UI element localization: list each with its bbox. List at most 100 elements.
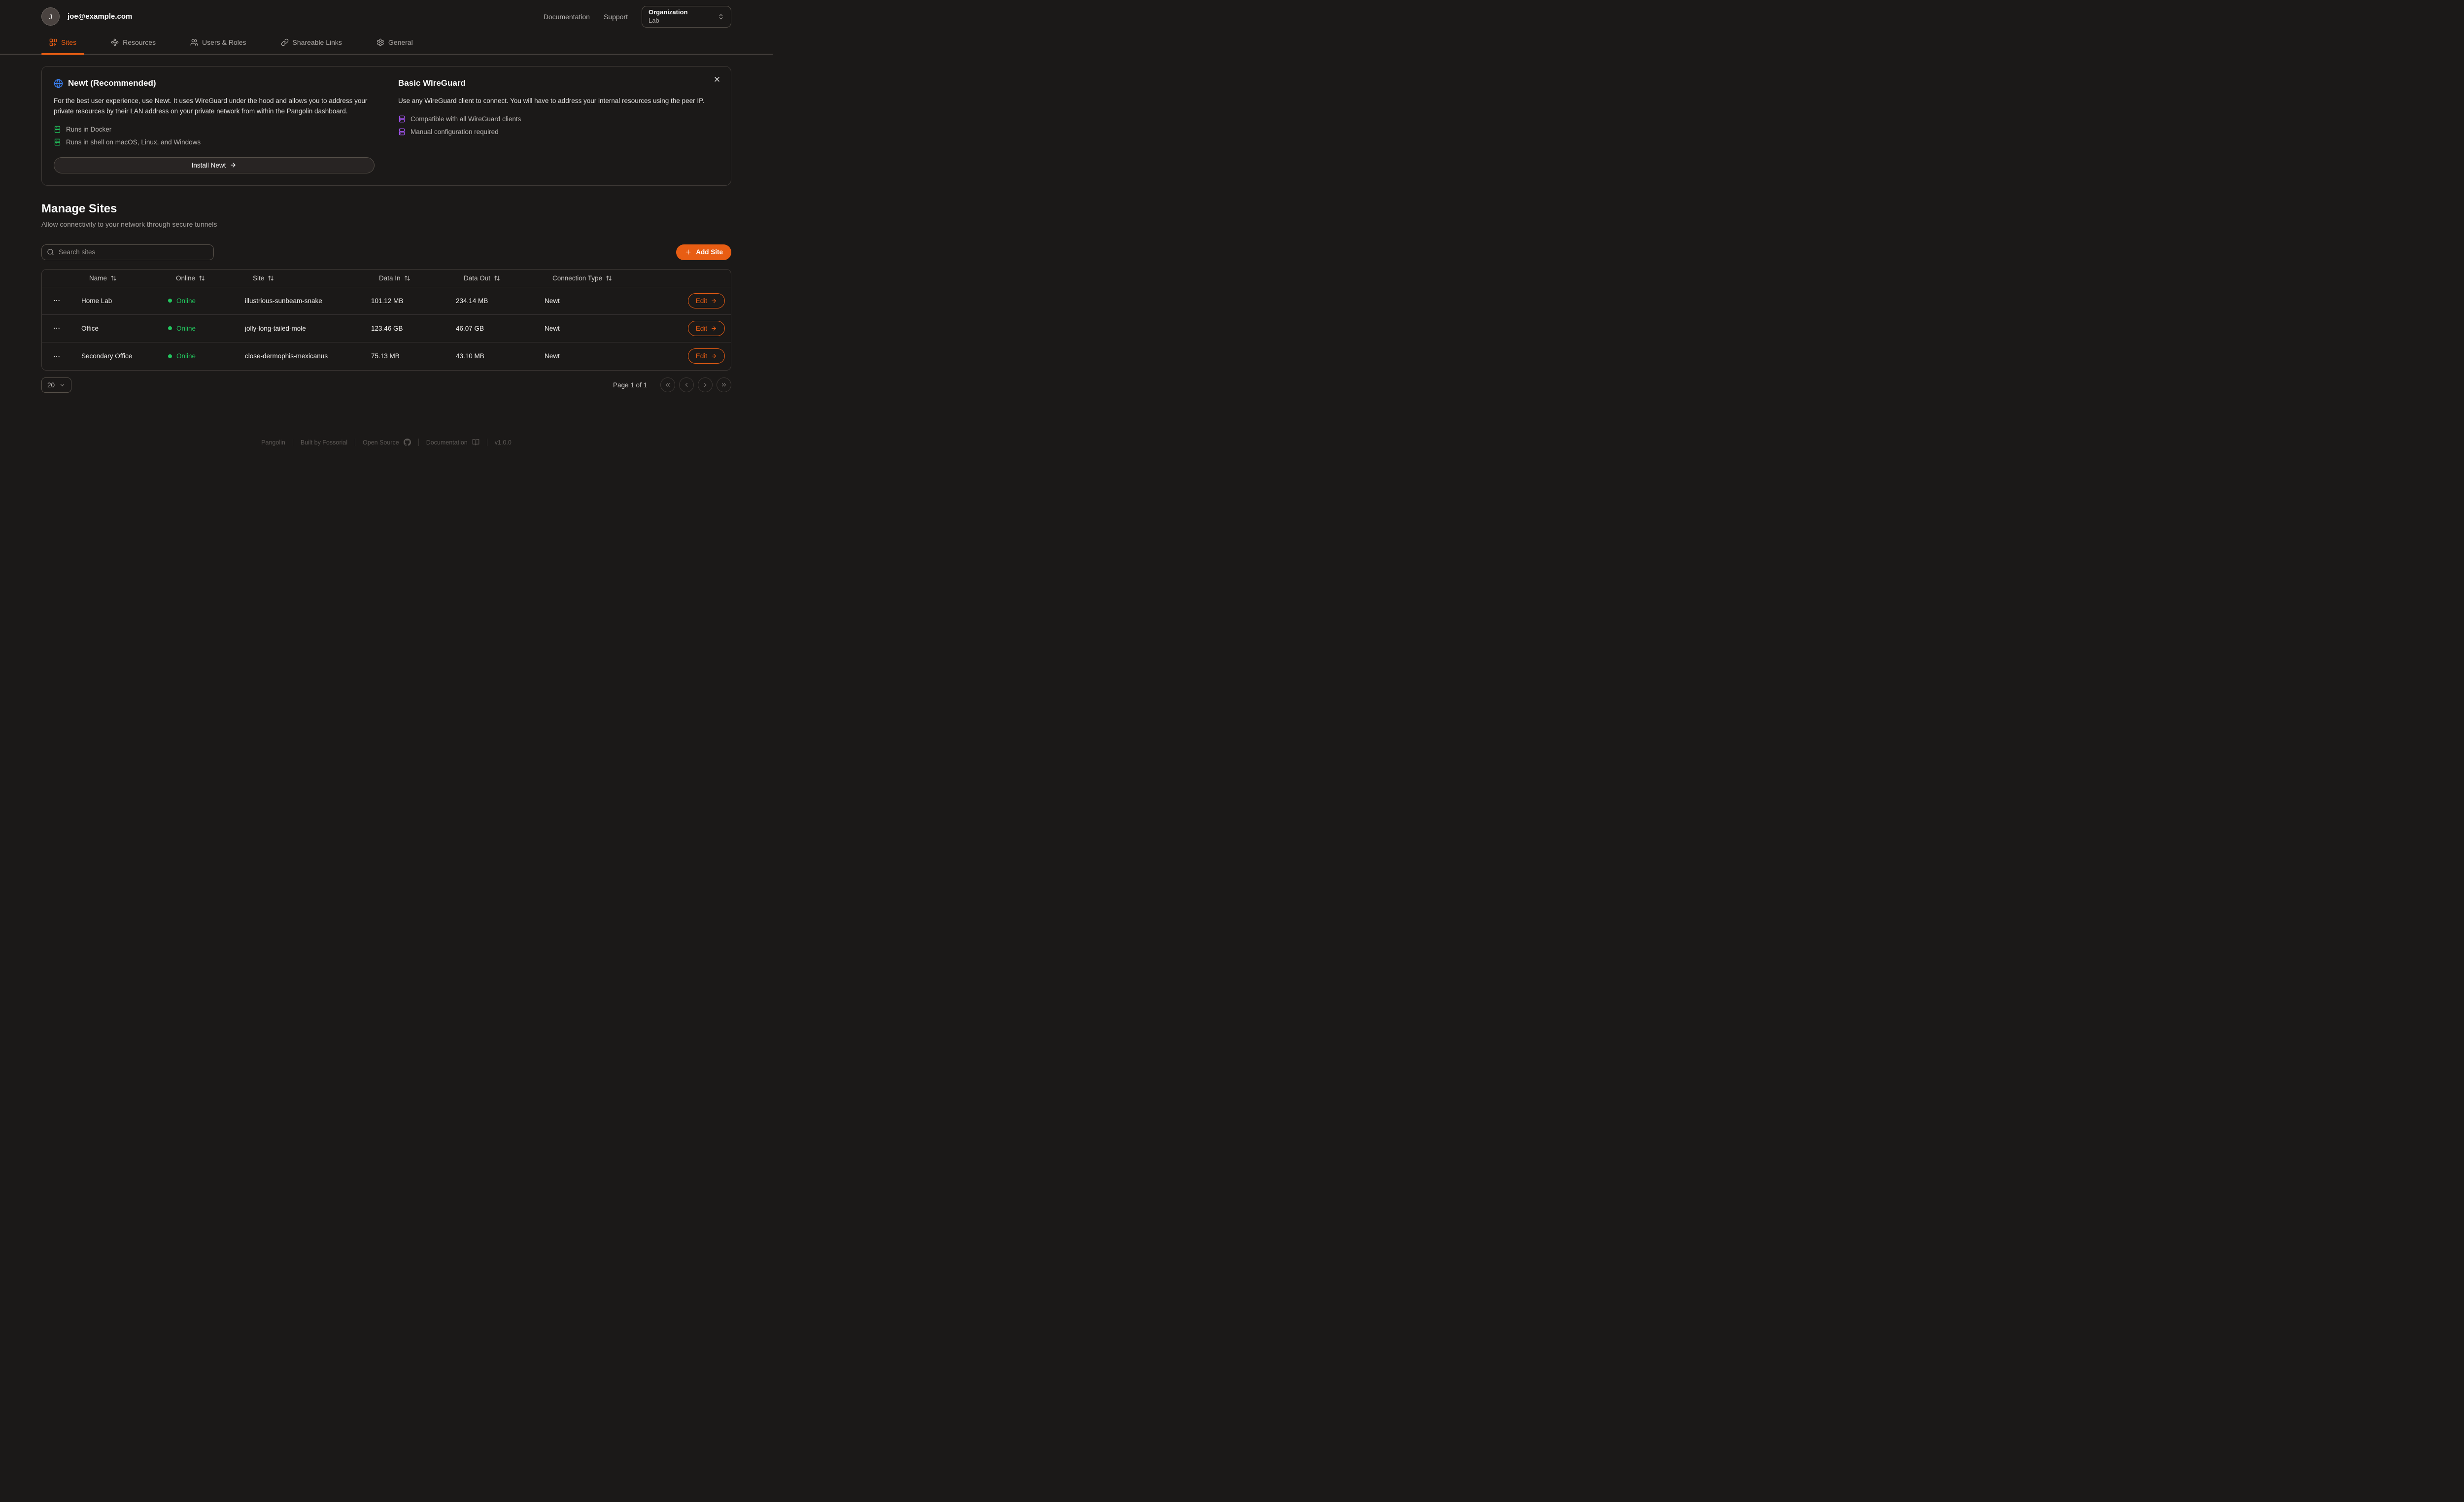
previous-page-button[interactable] — [679, 377, 694, 393]
tab-label: General — [388, 38, 413, 46]
table-row: Home Lab Online illustrious-sunbeam-snak… — [42, 287, 731, 315]
sort-header-connection-type[interactable]: Connection Type — [537, 274, 672, 282]
sort-header-data-in[interactable]: Data In — [363, 274, 448, 282]
globe-icon — [54, 79, 63, 88]
site-name: Home Lab — [81, 297, 112, 305]
search-icon — [47, 248, 54, 256]
github-icon — [403, 439, 411, 446]
arrow-right-icon — [711, 353, 717, 359]
table-row: Office Online jolly-long-tailed-mole 123… — [42, 315, 731, 342]
online-dot-icon — [168, 354, 172, 358]
sort-header-data-out[interactable]: Data Out — [448, 274, 537, 282]
tab-sites[interactable]: Sites — [41, 32, 85, 55]
data-out: 43.10 MB — [456, 352, 484, 360]
footer-version: v1.0.0 — [494, 439, 512, 446]
row-menu-button[interactable] — [52, 295, 62, 307]
page-title: Manage Sites — [41, 202, 117, 215]
avatar-initial: J — [49, 12, 52, 21]
tab-general[interactable]: General — [369, 32, 421, 55]
site-name: Secondary Office — [81, 352, 133, 360]
tab-label: Sites — [61, 38, 77, 46]
tab-shareable-links[interactable]: Shareable Links — [273, 32, 350, 55]
sort-icon — [494, 275, 500, 281]
organization-value: Lab — [649, 16, 659, 24]
add-site-button[interactable]: Add Site — [676, 244, 731, 260]
search-box — [41, 244, 214, 260]
online-dot-icon — [168, 326, 172, 331]
link-icon — [281, 38, 289, 46]
row-menu-button[interactable] — [52, 350, 62, 362]
footer-built-by[interactable]: Built by Fossorial — [300, 439, 348, 446]
organization-label: Organization — [649, 8, 688, 16]
data-out: 46.07 GB — [456, 324, 484, 332]
site-slug: illustrious-sunbeam-snake — [245, 297, 322, 305]
chevrons-left-icon — [664, 381, 671, 388]
sort-icon — [606, 275, 612, 281]
status-badge: Online — [168, 325, 237, 332]
tab-users-roles[interactable]: Users & Roles — [182, 32, 254, 55]
newt-title: Newt (Recommended) — [68, 78, 156, 88]
tab-bar: Sites Resources Users & Roles Shareable … — [0, 32, 773, 55]
chevrons-up-down-icon — [718, 13, 724, 20]
status-badge: Online — [168, 297, 237, 305]
server-icon — [398, 128, 406, 136]
sort-icon — [110, 275, 117, 281]
sites-icon — [49, 38, 57, 46]
chevrons-right-icon — [720, 381, 727, 388]
tab-bar-divider — [0, 54, 773, 55]
newt-section: Newt (Recommended) For the best user exp… — [54, 78, 375, 173]
footer-brand[interactable]: Pangolin — [261, 439, 285, 446]
sort-header-name[interactable]: Name — [73, 274, 160, 282]
edit-site-button[interactable]: Edit — [687, 348, 725, 364]
search-input[interactable] — [41, 244, 214, 260]
next-page-button[interactable] — [698, 377, 713, 393]
data-in: 75.13 MB — [371, 352, 400, 360]
top-bar: J joe@example.com Documentation Support … — [41, 0, 731, 28]
chevron-right-icon — [702, 381, 709, 388]
close-card-button[interactable] — [711, 73, 723, 85]
site-name: Office — [81, 324, 99, 332]
footer: Pangolin Built by Fossorial Open Source … — [0, 439, 773, 446]
arrow-right-icon — [230, 162, 237, 169]
organization-picker[interactable]: Organization Lab — [642, 5, 731, 28]
avatar[interactable]: J — [41, 7, 60, 26]
tab-label: Shareable Links — [292, 38, 342, 46]
tab-label: Users & Roles — [202, 38, 246, 46]
page-subtitle: Allow connectivity to your network throu… — [41, 220, 217, 228]
data-out: 234.14 MB — [456, 297, 488, 305]
sort-icon — [199, 275, 205, 281]
sort-icon — [404, 275, 411, 281]
footer-documentation[interactable]: Documentation — [426, 439, 479, 446]
users-icon — [190, 38, 198, 46]
ellipsis-icon — [53, 352, 61, 360]
table-row: Secondary Office Online close-dermophis-… — [42, 342, 731, 370]
table-header-row: Name Online Site Data In Data Out Connec… — [42, 270, 731, 287]
last-page-button[interactable] — [717, 377, 731, 393]
install-newt-button[interactable]: Install Newt — [54, 157, 375, 173]
edit-site-button[interactable]: Edit — [687, 320, 725, 336]
support-link[interactable]: Support — [603, 12, 628, 21]
ellipsis-icon — [53, 324, 61, 332]
data-in: 101.12 MB — [371, 297, 404, 305]
first-page-button[interactable] — [660, 377, 675, 393]
book-open-icon — [472, 439, 479, 446]
sort-header-online[interactable]: Online — [160, 274, 237, 282]
newt-feature: Runs in Docker — [54, 126, 375, 133]
wireguard-title: Basic WireGuard — [398, 78, 466, 88]
connection-type: Newt — [545, 297, 560, 305]
page-size-select[interactable]: 20 — [41, 377, 72, 393]
server-icon — [54, 126, 61, 133]
waypoints-icon — [111, 38, 119, 46]
row-menu-button[interactable] — [52, 322, 62, 334]
gear-icon — [376, 38, 384, 46]
user-email: joe@example.com — [68, 12, 133, 21]
tab-resources[interactable]: Resources — [103, 32, 164, 55]
wireguard-description: Use any WireGuard client to connect. You… — [398, 97, 705, 104]
site-slug: jolly-long-tailed-mole — [245, 324, 306, 332]
edit-site-button[interactable]: Edit — [687, 293, 725, 308]
footer-open-source[interactable]: Open Source — [363, 439, 411, 446]
chevron-left-icon — [683, 381, 690, 388]
documentation-link[interactable]: Documentation — [543, 12, 590, 21]
sort-header-site[interactable]: Site — [237, 274, 363, 282]
wireguard-section: Basic WireGuard Use any WireGuard client… — [398, 78, 719, 173]
